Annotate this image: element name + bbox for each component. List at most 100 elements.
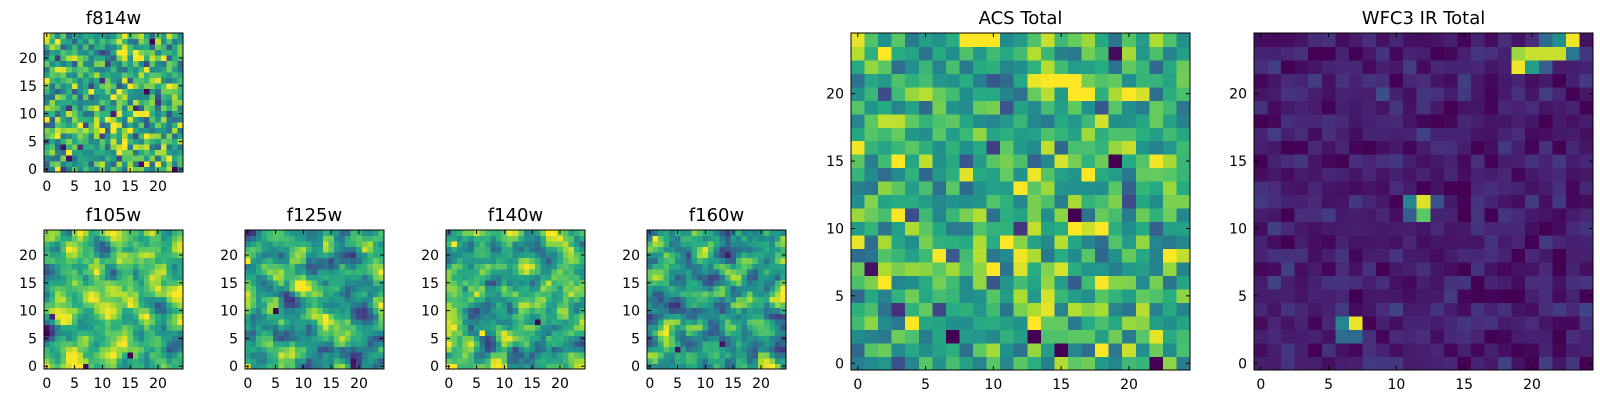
heatmap-cell: [1470, 343, 1485, 357]
heatmap-cell: [691, 268, 698, 275]
heatmap-cell: [166, 235, 173, 242]
heatmap-cell: [155, 160, 162, 167]
heatmap-cell: [568, 246, 575, 253]
heatmap-cell: [878, 302, 893, 317]
heatmap-cell: [691, 263, 698, 270]
heatmap-cell: [1457, 329, 1472, 344]
heatmap-cell: [769, 318, 776, 325]
heatmap-cell: [339, 291, 346, 298]
heatmap-cell: [1308, 221, 1323, 236]
heatmap-cell: [127, 263, 134, 270]
heatmap-cell: [490, 235, 497, 242]
heatmap-cell: [878, 46, 893, 61]
heatmap-cell: [1430, 154, 1445, 169]
heatmap-cell: [105, 346, 112, 353]
heatmap-cell: [82, 257, 89, 264]
heatmap-cell: [155, 274, 162, 281]
heatmap-cell: [339, 318, 346, 325]
heatmap-cell: [769, 313, 776, 320]
heatmap-cell: [507, 246, 514, 253]
heatmap-cell: [1362, 46, 1377, 61]
heatmap-cell: [1067, 33, 1082, 47]
heatmap-cell: [110, 88, 117, 95]
heatmap-cell: [110, 341, 117, 348]
heatmap-cell: [306, 285, 313, 292]
axes-frame: [43, 32, 184, 173]
heatmap-cell: [121, 99, 128, 106]
heatmap-cell: [171, 246, 178, 253]
heatmap-cell: [680, 363, 687, 370]
heatmap-cell: [66, 341, 73, 348]
x-tick-label: 10: [495, 376, 513, 392]
heatmap-cell: [166, 241, 173, 248]
heatmap-cell: [166, 66, 173, 73]
heatmap-cell: [311, 352, 318, 359]
heatmap-cell: [1149, 181, 1164, 196]
heatmap-cell: [166, 324, 173, 331]
heatmap-cell: [160, 116, 167, 123]
heatmap-cell: [669, 252, 676, 259]
heatmap-cell: [1484, 113, 1499, 128]
heatmap-cell: [507, 318, 514, 325]
heatmap-cell: [155, 127, 162, 134]
heatmap-cell: [306, 280, 313, 286]
heatmap-cell: [71, 105, 78, 112]
heatmap-cell: [94, 352, 100, 359]
heatmap-cell: [769, 357, 776, 364]
heatmap-cell: [1511, 275, 1526, 290]
heatmap-cell: [144, 138, 151, 145]
heatmap-cell: [669, 285, 676, 292]
heatmap-cell: [160, 335, 167, 342]
heatmap-cell: [132, 55, 139, 62]
heatmap-cell: [973, 316, 987, 330]
heatmap-cell: [496, 324, 502, 331]
heatmap-cell: [88, 121, 95, 128]
heatmap-cell: [1135, 302, 1150, 317]
heatmap-cell: [462, 291, 469, 298]
x-tick-label: 0: [243, 376, 252, 392]
heatmap-cell: [132, 144, 139, 151]
heatmap-cell: [1294, 194, 1309, 209]
heatmap-cell: [490, 296, 497, 303]
heatmap-cell: [685, 230, 692, 236]
y-tick-label: 10: [622, 304, 640, 320]
heatmap-cell: [496, 280, 502, 286]
heatmap-cell: [724, 263, 731, 270]
heatmap-cell: [512, 263, 519, 270]
heatmap-cell: [905, 127, 920, 142]
heatmap-cell: [1067, 154, 1082, 169]
heatmap-cell: [932, 275, 947, 290]
heatmap-cell: [110, 324, 117, 331]
heatmap-cell: [735, 246, 742, 253]
heatmap-cell: [918, 73, 933, 88]
heatmap-cell: [752, 280, 759, 286]
heatmap-cell: [1484, 154, 1499, 169]
heatmap-cell: [918, 154, 933, 169]
heatmap-cell: [680, 235, 687, 242]
heatmap-cell: [110, 263, 117, 270]
heatmap-cell: [769, 324, 776, 331]
heatmap-cell: [918, 343, 933, 357]
heatmap-cell: [1135, 113, 1150, 128]
heatmap-cell: [724, 346, 731, 353]
heatmap-cell: [378, 285, 385, 292]
heatmap-cell: [680, 313, 687, 320]
heatmap-cell: [261, 363, 268, 370]
heatmap-cell: [295, 346, 301, 353]
heatmap-cell: [121, 235, 128, 242]
heatmap-cell: [864, 113, 879, 128]
heatmap-cell: [932, 343, 947, 357]
heatmap-cell: [674, 302, 681, 309]
heatmap-cell: [1362, 275, 1377, 290]
heatmap-cell: [1403, 59, 1418, 74]
heatmap-cell: [763, 246, 770, 253]
heatmap-cell: [719, 302, 726, 309]
heatmap-cell: [457, 274, 464, 281]
heatmap-cell: [155, 133, 162, 140]
heatmap-cell: [132, 94, 139, 101]
heatmap-cell: [451, 274, 458, 281]
heatmap-cell: [105, 105, 112, 112]
heatmap-cell: [918, 289, 933, 303]
heatmap-cell: [551, 335, 558, 342]
heatmap-cell: [1040, 302, 1055, 317]
